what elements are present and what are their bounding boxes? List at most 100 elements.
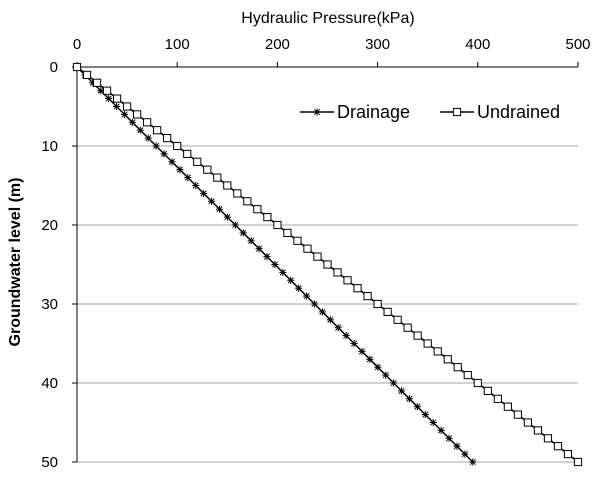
point-drainage-17: [207, 197, 216, 205]
point-undrained-24: [313, 252, 322, 261]
point-drainage-26: [279, 268, 287, 276]
point-undrained-34: [413, 331, 422, 340]
y-tick-labels: 0 10 20 30 40 50: [41, 59, 58, 471]
point-undrained-5: [123, 102, 132, 111]
point-undrained-7: [143, 118, 152, 127]
point-drainage-16: [200, 189, 208, 197]
point-undrained-6: [133, 110, 142, 119]
x-tick-label-500: 500: [565, 36, 590, 53]
point-drainage-41: [397, 387, 406, 395]
point-drainage-40: [390, 379, 398, 387]
point-drainage-14: [184, 174, 192, 182]
point-undrained-14: [213, 173, 222, 182]
point-drainage-9: [144, 134, 152, 142]
legend-label-drainage: Drainage: [337, 102, 410, 122]
x-tick-label-400: 400: [465, 36, 490, 53]
point-drainage-47: [445, 434, 453, 442]
point-drainage-29: [302, 292, 311, 300]
point-undrained-36: [433, 347, 442, 356]
point-undrained-8: [153, 126, 162, 135]
point-drainage-30: [310, 300, 319, 308]
point-undrained-43: [503, 402, 512, 411]
y-tick-label-20: 20: [41, 217, 58, 234]
point-undrained-35: [423, 339, 432, 348]
point-undrained-29: [363, 292, 372, 301]
point-drainage-20: [231, 221, 239, 229]
point-undrained-31: [383, 307, 392, 316]
legend-square-icon: [452, 107, 462, 117]
point-drainage-28: [295, 284, 303, 292]
point-drainage-43: [413, 403, 421, 411]
point-drainage-4: [105, 95, 113, 103]
point-drainage-36: [358, 347, 366, 355]
point-drainage-24: [263, 253, 271, 261]
y-axis-title: Groundwater level (m): [7, 178, 24, 347]
point-undrained-45: [523, 418, 532, 427]
point-drainage-33: [334, 324, 342, 332]
point-drainage-15: [192, 181, 200, 190]
point-undrained-22: [293, 236, 302, 245]
point-undrained-40: [473, 378, 482, 388]
x-tick-label-200: 200: [265, 36, 290, 53]
point-undrained-9: [163, 134, 172, 143]
point-drainage-13: [176, 166, 184, 174]
point-undrained-49: [563, 450, 573, 459]
legend-entry-undrained: Undrained: [440, 102, 560, 122]
point-undrained-42: [493, 394, 502, 403]
point-drainage-21: [239, 229, 247, 237]
point-drainage-5: [112, 102, 121, 111]
point-undrained-46: [533, 426, 543, 435]
series-layer: [72, 62, 583, 467]
point-drainage-10: [152, 142, 160, 150]
y-tick-label-30: 30: [41, 296, 58, 313]
point-undrained-33: [403, 323, 412, 332]
point-drainage-6: [120, 110, 129, 118]
point-drainage-23: [255, 245, 263, 253]
legend-marker-undrained: [452, 107, 462, 117]
point-undrained-38: [453, 363, 462, 372]
point-drainage-37: [366, 355, 374, 363]
point-drainage-18: [215, 205, 224, 213]
point-undrained-18: [253, 205, 262, 214]
point-drainage-49: [461, 450, 469, 458]
point-undrained-28: [353, 284, 362, 293]
point-drainage-45: [429, 418, 437, 427]
point-undrained-20: [273, 220, 282, 230]
point-drainage-34: [342, 332, 350, 340]
point-drainage-32: [326, 316, 334, 324]
legend-entry-drainage: Drainage: [300, 102, 410, 122]
point-undrained-16: [233, 189, 242, 198]
point-drainage-35: [350, 339, 358, 348]
point-undrained-41: [483, 386, 492, 395]
series-drainage: [73, 63, 477, 466]
point-drainage-8: [136, 126, 144, 134]
point-undrained-44: [513, 410, 522, 419]
legend-asterisk-icon: [313, 108, 321, 116]
point-undrained-47: [543, 434, 553, 443]
point-drainage-39: [382, 371, 390, 379]
point-undrained-32: [393, 315, 402, 324]
point-undrained-50: [573, 457, 583, 467]
point-undrained-2: [92, 78, 102, 87]
point-drainage-19: [223, 213, 232, 221]
y-tick-label-0: 0: [50, 59, 58, 76]
point-drainage-38: [374, 363, 382, 371]
point-drainage-48: [453, 442, 461, 450]
point-drainage-31: [318, 308, 326, 316]
x-axis-title: Hydraulic Pressure(kPa): [241, 10, 414, 27]
legend: Drainage Undrained: [300, 102, 560, 122]
point-undrained-3: [102, 86, 112, 95]
point-undrained-25: [323, 260, 332, 269]
point-drainage-22: [247, 237, 255, 245]
point-undrained-13: [203, 165, 212, 174]
point-drainage-50: [469, 458, 477, 466]
point-undrained-23: [303, 244, 312, 253]
point-undrained-10: [173, 141, 182, 151]
point-undrained-17: [243, 197, 252, 206]
point-drainage-12: [168, 158, 176, 166]
legend-label-undrained: Undrained: [477, 102, 560, 122]
point-undrained-37: [443, 355, 452, 364]
x-tick-label-300: 300: [365, 36, 390, 53]
point-undrained-48: [553, 442, 563, 451]
